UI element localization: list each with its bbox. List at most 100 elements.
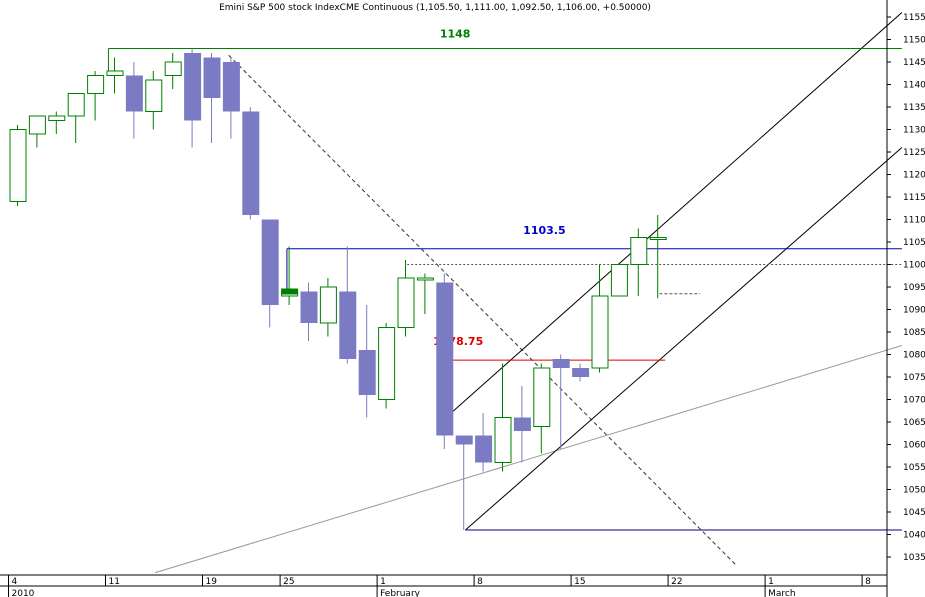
candle-body: [358, 350, 376, 395]
candle: [300, 282, 318, 341]
level-label: 1148: [440, 28, 471, 41]
x-tick-label: 15: [574, 577, 585, 587]
candle: [358, 305, 376, 418]
candle-body: [378, 327, 396, 400]
candle-body: [591, 295, 609, 369]
candle-body: [242, 111, 260, 215]
x-tick-label: 8: [477, 577, 483, 587]
candle: [319, 278, 337, 337]
y-tick-label: 1100: [903, 261, 925, 271]
y-tick-label: 1050: [903, 486, 925, 496]
candle: [203, 53, 221, 143]
candle-body: [125, 75, 143, 112]
candle-body: [106, 70, 124, 76]
candle-body: [513, 417, 531, 431]
candle-body: [300, 291, 318, 323]
candle-body: [28, 115, 46, 135]
x-period-label: March: [768, 589, 795, 597]
candle: [87, 71, 105, 121]
candle-body: [48, 115, 66, 121]
candle: [494, 363, 512, 472]
y-tick-label: 1085: [903, 328, 925, 338]
candle-body: [87, 75, 105, 94]
candle: [378, 323, 396, 409]
y-tick-label: 1060: [903, 441, 925, 451]
candle: [281, 246, 299, 305]
candle-body: [203, 57, 221, 98]
y-tick-label: 1095: [903, 283, 925, 293]
candle: [533, 363, 551, 454]
candle-body: [319, 286, 337, 324]
y-axis: 1035 1040 1045 1050 1055 1060 1065 1070 1075 1080…: [886, 0, 925, 597]
candle-body: [649, 237, 667, 240]
y-tick-label: 1145: [903, 58, 925, 68]
candle-body: [610, 264, 628, 297]
y-tick-label: 1055: [903, 463, 925, 473]
candle: [222, 57, 240, 139]
candle: [416, 273, 434, 314]
candle: [28, 115, 46, 148]
candle: [48, 111, 66, 134]
candle-body: [416, 277, 434, 281]
x-tick-label: 1: [768, 577, 774, 587]
x-axis: 4 11 19 25 1 8 15 22 1 8 2010 February March: [0, 574, 887, 597]
candle: [9, 125, 27, 206]
chart-title: Emini S&P 500 stock IndexCME Continuous …: [219, 3, 651, 13]
y-tick-label: 1035: [903, 553, 925, 563]
y-tick-label: 1125: [903, 148, 925, 158]
candle-body: [455, 435, 473, 445]
candle: [591, 264, 609, 373]
y-tick-label: 1040: [903, 531, 925, 541]
y-tick-label: 1130: [903, 126, 925, 136]
candle-body: [164, 61, 182, 76]
candle: [164, 53, 182, 89]
candle-body: [630, 237, 648, 265]
candle-body: [397, 277, 415, 328]
y-tick-label: 1080: [903, 351, 925, 361]
candle: [552, 354, 570, 449]
y-tick-label: 1070: [903, 396, 925, 406]
candle-body: [436, 282, 454, 436]
x-tick-label: 11: [109, 577, 120, 587]
y-tick-label: 1135: [903, 103, 925, 113]
y-tick-label: 1120: [903, 171, 925, 181]
lower-channel-line: [465, 147, 903, 531]
candle: [145, 71, 163, 130]
y-tick-label: 1075: [903, 373, 925, 383]
candle: [261, 219, 279, 328]
y-tick-label: 1065: [903, 418, 925, 428]
x-period-label: 2010: [12, 589, 35, 597]
gray-uptrend-line: [154, 345, 903, 574]
candle: [455, 435, 473, 530]
y-tick-label: 1150: [903, 36, 925, 46]
candle-body: [184, 53, 202, 121]
y-tick-label: 1105: [903, 238, 925, 248]
y-tick-label: 1090: [903, 306, 925, 316]
candle-body: [572, 368, 590, 377]
x-tick-label: 25: [283, 577, 294, 587]
candle: [125, 62, 143, 139]
candle-body: [67, 93, 85, 117]
candle: [242, 107, 260, 220]
candle-body: [145, 79, 163, 112]
y-tick-label: 1045: [903, 508, 925, 518]
y-tick-label: 1115: [903, 193, 925, 203]
candle-body: [475, 435, 493, 463]
candle: [630, 228, 648, 296]
candle: [610, 264, 628, 297]
candle-body: [9, 129, 27, 202]
candle-body: [494, 417, 512, 463]
y-tick-label: 1110: [903, 216, 925, 226]
candle: [67, 93, 85, 143]
candle: [397, 260, 415, 337]
candle-body: [339, 291, 357, 359]
candle: [184, 48, 202, 148]
candle-body: [552, 359, 570, 368]
candle: [572, 363, 590, 382]
x-tick-label: 22: [671, 577, 682, 587]
dashed-downtrend-line: [228, 54, 738, 567]
upper-channel-line: [445, 12, 903, 418]
y-tick-label: 1140: [903, 81, 925, 91]
candle: [436, 273, 454, 449]
candle: [106, 57, 124, 94]
